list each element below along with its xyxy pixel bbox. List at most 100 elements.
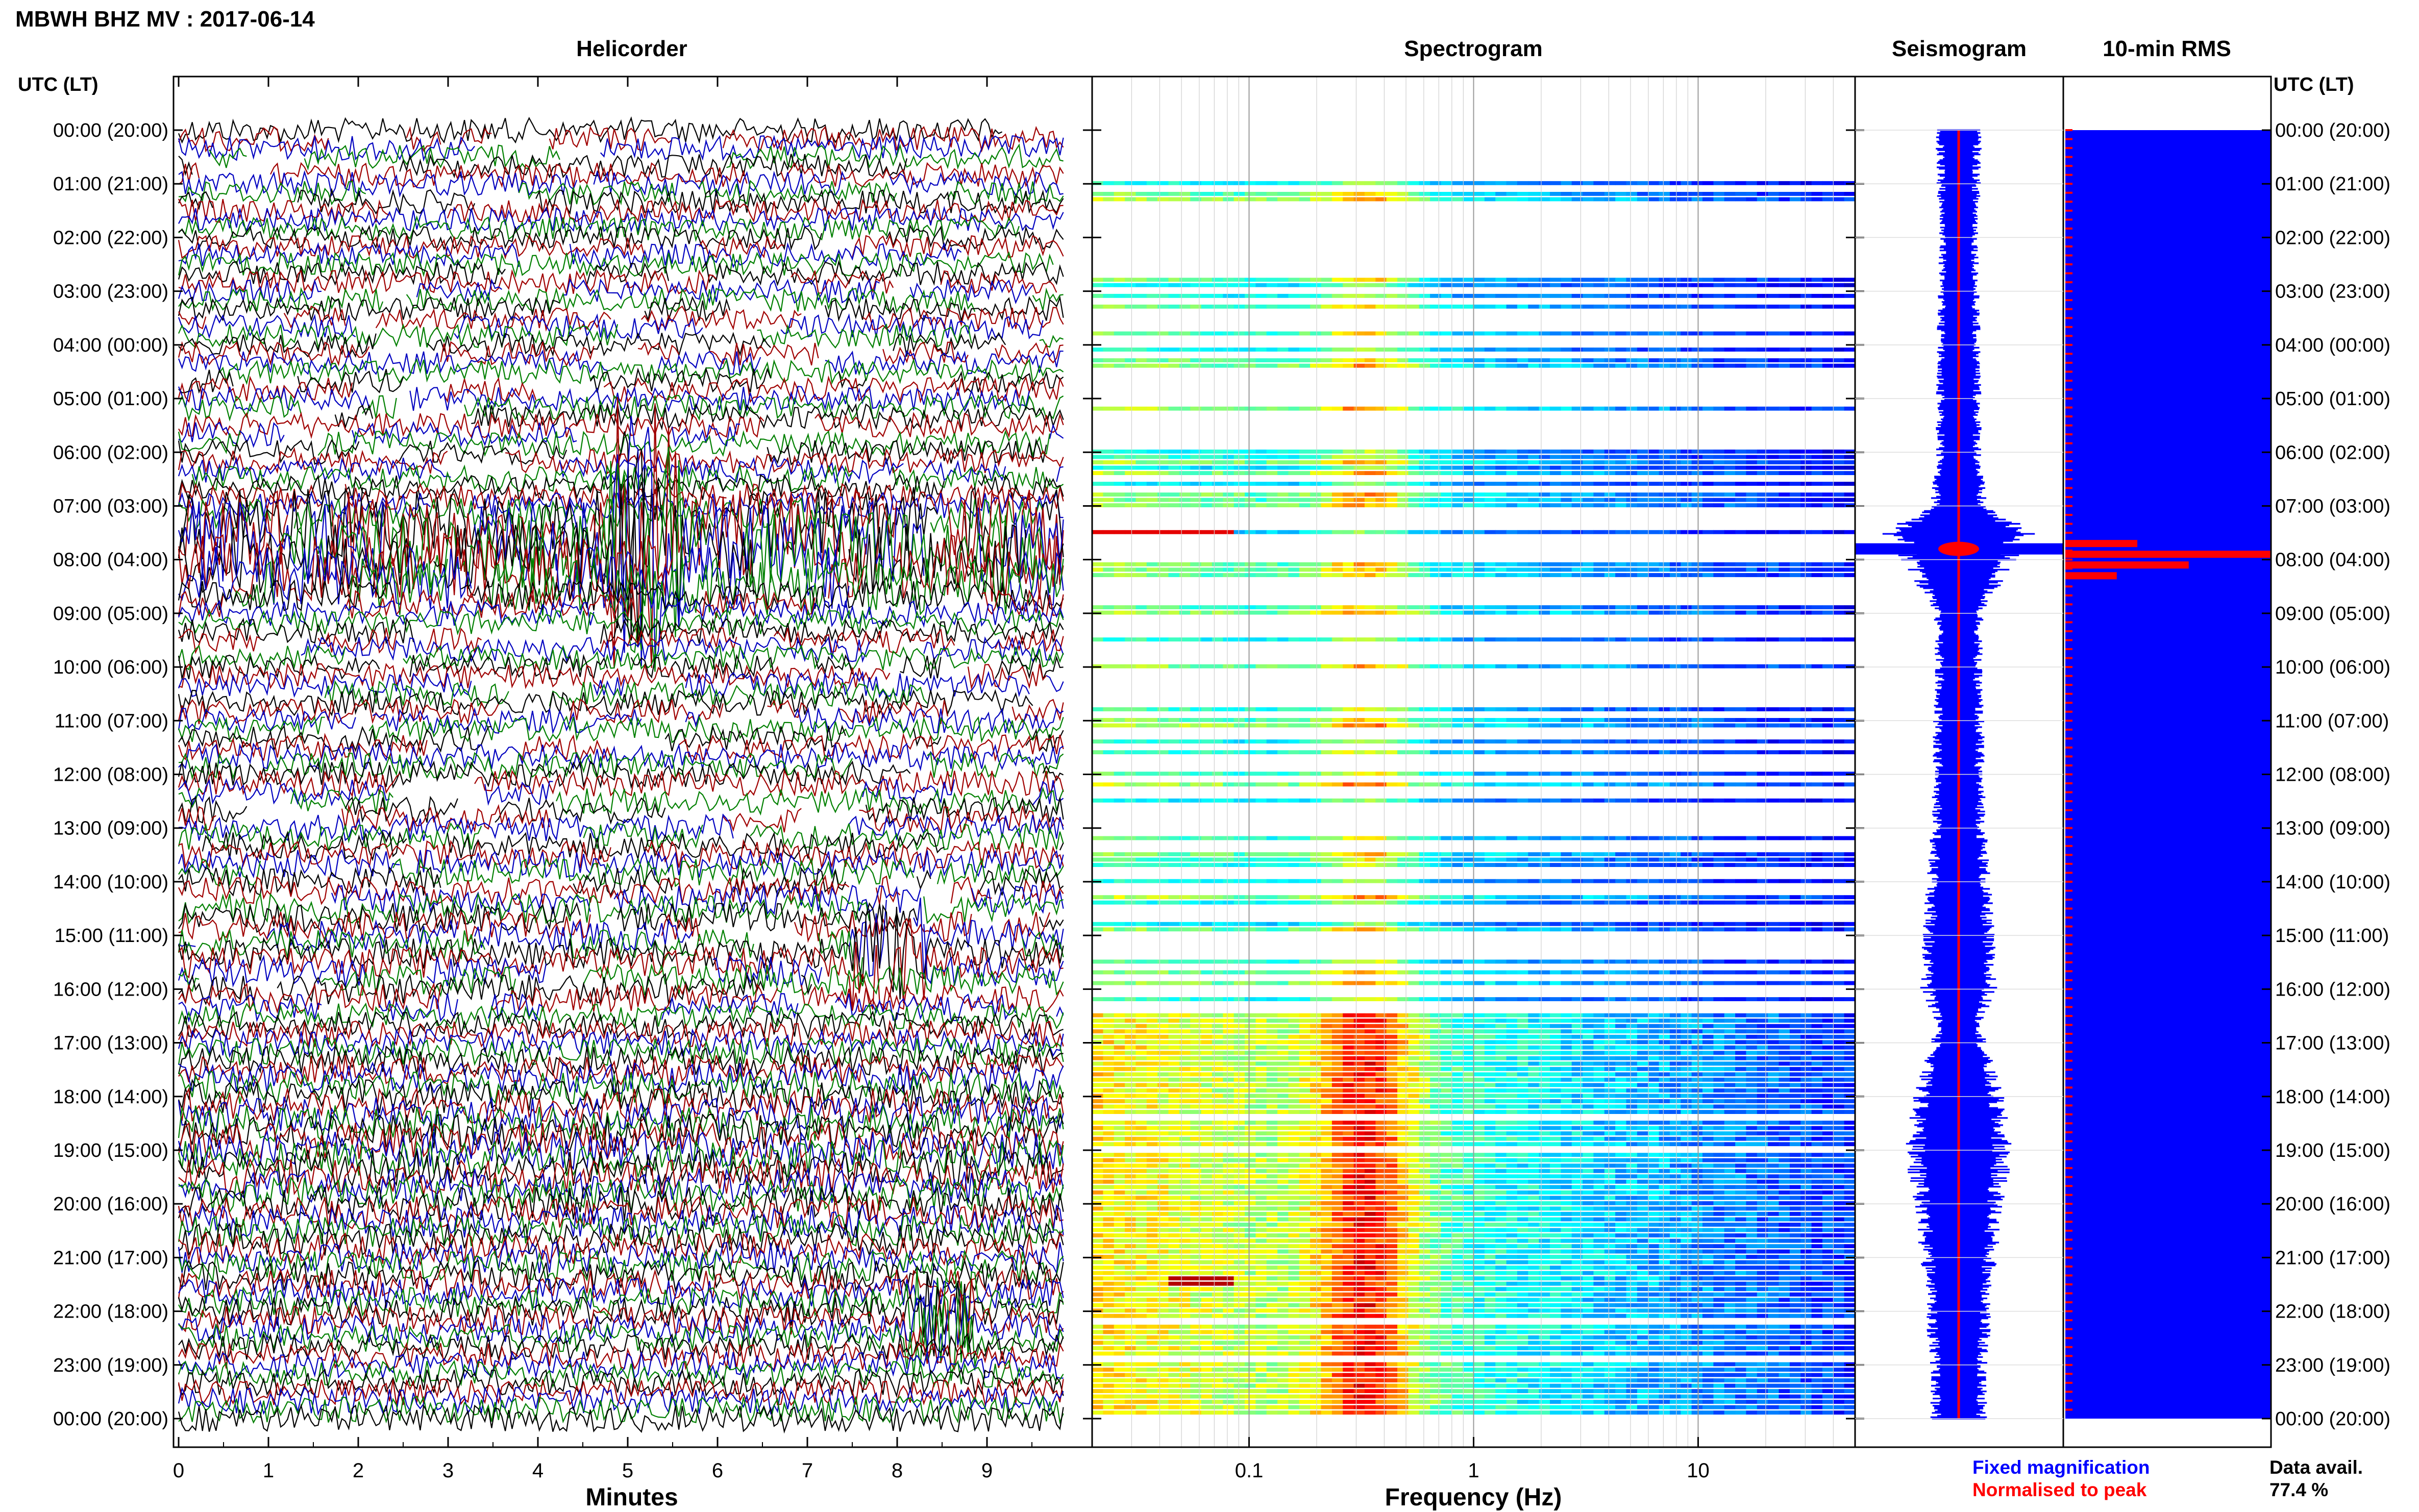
spectrogram-cell xyxy=(1190,1072,1202,1077)
spectrogram-cell xyxy=(1136,1061,1147,1066)
spectrogram-cell xyxy=(1114,567,1125,572)
spectrogram-cell xyxy=(1757,997,1768,1001)
spectrogram-cell xyxy=(1114,1104,1125,1109)
spectrogram-cell xyxy=(1822,406,1834,411)
spectrogram-cell xyxy=(1484,1019,1496,1023)
spectrogram-cell xyxy=(1299,348,1311,352)
spectrogram-cell xyxy=(1550,197,1561,202)
spectrogram-cell xyxy=(1550,1104,1561,1109)
spectrogram-cell xyxy=(1331,959,1343,964)
spectrogram-cell xyxy=(1583,863,1594,867)
spectrogram-cell xyxy=(1331,1019,1343,1023)
spectrogram-cell xyxy=(1288,283,1300,287)
spectrogram-cell xyxy=(1659,1121,1670,1125)
spectrogram-cell xyxy=(1146,482,1158,486)
spectrogram-cell xyxy=(1103,852,1115,856)
spectrogram-cell xyxy=(1746,181,1758,185)
spectrogram-cell xyxy=(1669,465,1681,470)
spectrogram-cell xyxy=(1092,836,1103,840)
spectrogram-cell xyxy=(1659,782,1670,787)
spectrogram-cell xyxy=(1746,1121,1758,1125)
spectrogram-cell xyxy=(1114,900,1125,905)
spectrogram-cell xyxy=(1724,455,1736,459)
spectrogram-cell xyxy=(1561,283,1572,287)
spectrogram-cell xyxy=(1157,1045,1169,1050)
spectrogram-cell xyxy=(1223,637,1235,642)
spectrogram-cell xyxy=(1386,562,1398,566)
spectrogram-cell xyxy=(1255,1029,1267,1034)
spectrogram-cell xyxy=(1299,739,1311,743)
spectrogram-cell xyxy=(1746,450,1758,454)
spectrogram-cell xyxy=(1157,836,1169,840)
spectrogram-cell xyxy=(1245,278,1256,282)
spectrogram-cell xyxy=(1092,782,1103,787)
spectrogram-cell xyxy=(1789,970,1801,975)
spectrogram-cell xyxy=(1408,1061,1420,1066)
spectrogram-cell xyxy=(1561,997,1572,1001)
spectrogram-cell xyxy=(1833,492,1845,497)
spectrogram-cell xyxy=(1168,959,1180,964)
spectrogram-cell xyxy=(1561,331,1572,336)
spectrogram-cell xyxy=(1103,304,1115,309)
spectrogram-cell xyxy=(1811,498,1823,502)
spectrogram-cell xyxy=(1473,450,1485,454)
spectrogram-cell xyxy=(1463,1099,1474,1103)
spectrogram-cell xyxy=(1659,331,1670,336)
spectrogram-cell xyxy=(1495,879,1507,883)
spectrogram-cell xyxy=(1484,492,1496,497)
spectrogram-cell xyxy=(1223,1104,1235,1109)
spectrogram-cell xyxy=(1779,922,1790,926)
spectrogram-cell xyxy=(1288,197,1300,202)
spectrogram-cell xyxy=(1125,1056,1137,1060)
spectrogram-cell xyxy=(1539,1072,1550,1077)
spectrogram-cell xyxy=(1506,798,1518,803)
spectrogram-cell xyxy=(1353,739,1365,743)
spectrogram-cell xyxy=(1484,1045,1496,1050)
spectrogram-cell xyxy=(1484,1029,1496,1034)
spectrogram-cell xyxy=(1157,739,1169,743)
spectrogram-cell xyxy=(1495,1019,1507,1023)
spectrogram-cell xyxy=(1768,465,1780,470)
spectrogram-cell xyxy=(1506,970,1518,975)
spectrogram-cell xyxy=(1735,1051,1747,1055)
spectrogram-cell xyxy=(1779,471,1790,475)
spectrogram-cell xyxy=(1419,1051,1430,1055)
spectrogram-cell xyxy=(1430,460,1442,464)
spectrogram-cell xyxy=(1724,863,1736,867)
spectrogram-cell xyxy=(1397,1077,1409,1082)
spectrogram-cell xyxy=(1168,1061,1180,1066)
spectrogram-cell xyxy=(1321,1110,1332,1114)
spectrogram-cell xyxy=(1136,1077,1147,1082)
spectrogram-cell xyxy=(1735,895,1747,900)
spectrogram-cell xyxy=(1430,664,1442,668)
spectrogram-cell xyxy=(1375,1126,1387,1130)
spectrogram-cell xyxy=(1451,530,1463,534)
spectrogram-cell xyxy=(1713,573,1725,577)
spectrogram-cell xyxy=(1746,455,1758,459)
spectrogram-cell xyxy=(1713,1110,1725,1114)
spectrogram-cell xyxy=(1245,1051,1256,1055)
spectrogram-cell xyxy=(1353,1104,1365,1109)
spectrogram-cell xyxy=(1451,573,1463,577)
spectrogram-cell xyxy=(1125,348,1137,352)
spectrogram-cell xyxy=(1430,492,1442,497)
spectrogram-cell xyxy=(1430,739,1442,743)
spectrogram-cell xyxy=(1157,530,1169,534)
spectrogram-cell xyxy=(1800,1013,1812,1018)
spectrogram-cell xyxy=(1604,348,1616,352)
time-label-right: 14:00 (10:00) xyxy=(2275,872,2390,893)
spectrogram-cell xyxy=(1637,798,1648,803)
spectrogram-cell xyxy=(1822,1121,1834,1125)
spectrogram-cell xyxy=(1255,358,1267,362)
spectrogram-cell xyxy=(1397,363,1409,368)
spectrogram-cell xyxy=(1550,567,1561,572)
spectrogram-cell xyxy=(1223,879,1235,883)
spectrogram-cell xyxy=(1397,1126,1409,1130)
spectrogram-cell xyxy=(1321,471,1332,475)
spectrogram-cell xyxy=(1702,562,1714,566)
spectrogram-cell xyxy=(1255,450,1267,454)
spectrogram-cell xyxy=(1811,363,1823,368)
spectrogram-cell xyxy=(1702,331,1714,336)
spectrogram-cell xyxy=(1517,283,1528,287)
spectrogram-cell xyxy=(1637,530,1648,534)
